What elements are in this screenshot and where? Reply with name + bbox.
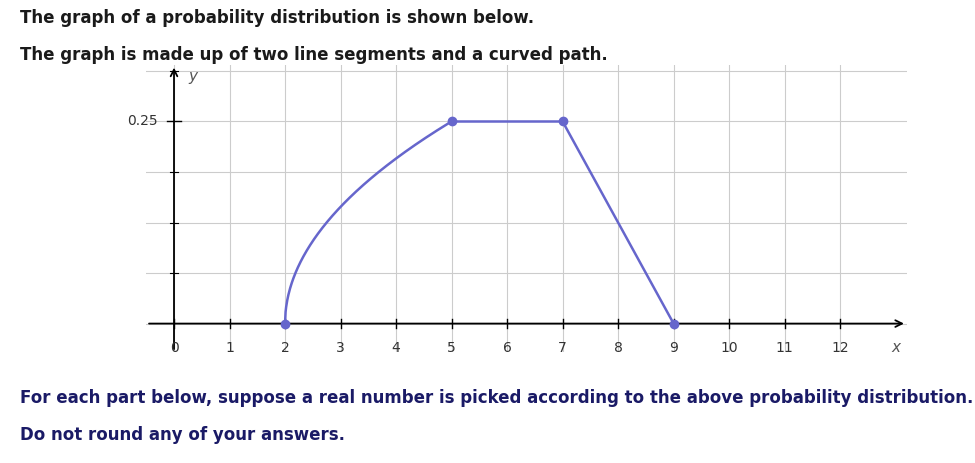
Text: 7: 7 <box>559 341 566 356</box>
Text: 8: 8 <box>613 341 622 356</box>
Text: 0: 0 <box>170 341 178 356</box>
Text: 11: 11 <box>776 341 794 356</box>
Text: 6: 6 <box>503 341 512 356</box>
Text: 9: 9 <box>669 341 678 356</box>
Text: The graph is made up of two line segments and a curved path.: The graph is made up of two line segment… <box>20 46 607 64</box>
Text: 0.25: 0.25 <box>127 114 157 128</box>
Text: 4: 4 <box>392 341 401 356</box>
Text: 3: 3 <box>336 341 345 356</box>
Text: The graph of a probability distribution is shown below.: The graph of a probability distribution … <box>20 9 533 27</box>
Text: x: x <box>891 340 900 355</box>
Text: 2: 2 <box>281 341 290 356</box>
Text: y: y <box>188 69 197 84</box>
Text: 10: 10 <box>721 341 738 356</box>
Text: 12: 12 <box>832 341 849 356</box>
Text: 5: 5 <box>448 341 456 356</box>
Text: Do not round any of your answers.: Do not round any of your answers. <box>20 426 344 444</box>
Text: 1: 1 <box>225 341 234 356</box>
Text: For each part below, suppose a real number is picked according to the above prob: For each part below, suppose a real numb… <box>20 389 973 407</box>
